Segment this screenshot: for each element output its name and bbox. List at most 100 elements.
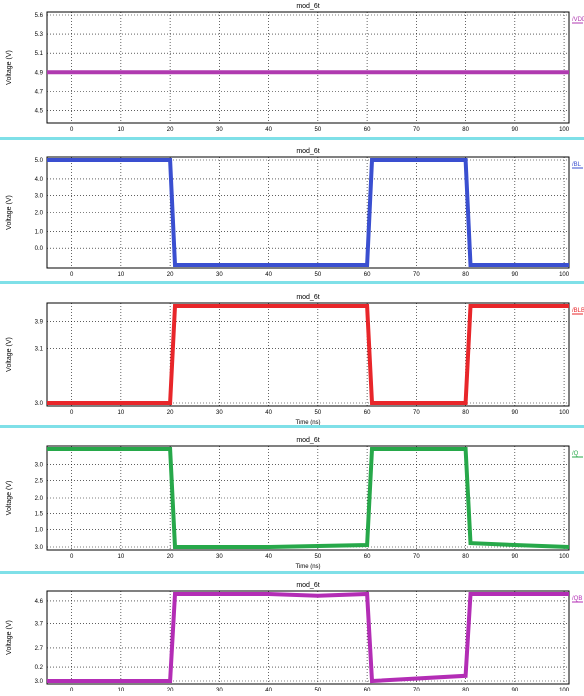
chart-title: mod_6t	[296, 3, 319, 10]
separator	[0, 137, 584, 140]
series-line	[47, 591, 569, 684]
x-tick-label: 70	[413, 272, 420, 278]
y-tick-label: 3.9	[35, 320, 44, 326]
y-tick-label: 2.7	[35, 646, 44, 652]
x-tick-label: 100	[559, 410, 570, 416]
x-tick-label: 50	[315, 127, 322, 133]
y-tick-label: 5.1	[35, 51, 44, 57]
chart-q: mod_6t 0 10 20 30 40 50 60 70 80 90 100 3.0 2.5 2.0 1.5…	[6, 437, 583, 570]
y-tick-label: 5.6	[35, 13, 44, 19]
y-tick-label: 2.5	[35, 478, 44, 484]
x-tick-label: 30	[216, 410, 223, 416]
chart-panel-vdd: mod_6t 0 10 20 30 40 50 60 70 80 90 100 5.6 5.3 5.1 4.9…	[0, 0, 584, 143]
y-tick-label: 4.6	[35, 599, 44, 605]
chart-panel-qb: mod_6t 0 10 20 30 40 50 60 70 80 90 100 4.6 3.7 2.7 0.2…	[0, 575, 584, 694]
x-tick-label: 80	[462, 272, 469, 278]
x-tick-label: 80	[462, 410, 469, 416]
plot-frame	[46, 445, 570, 551]
y-tick-label: 3.0	[35, 463, 44, 469]
x-tick-label: 30	[216, 272, 223, 278]
x-tick-label: 100	[559, 272, 570, 278]
x-tick-label: 50	[315, 554, 322, 560]
x-tick-label: 30	[216, 127, 223, 133]
chart-panel-bl: mod_6t 0 10 20 30 40 50 60 70 80 90 100 5.0 4.0 3.0 2.0…	[0, 141, 584, 288]
x-tick-label: 20	[167, 127, 174, 133]
x-tick-label: 10	[118, 272, 125, 278]
chart-title: mod_6t	[296, 148, 319, 155]
x-tick-label: 70	[413, 554, 420, 560]
y-tick-label: 5.0	[35, 158, 44, 164]
y-axis-label: Voltage (V)	[6, 50, 13, 85]
x-tick-label: 40	[265, 410, 272, 416]
y-tick-label: 3.0	[35, 679, 44, 685]
x-tick-label: 70	[413, 127, 420, 133]
y-axis-label: Voltage (V)	[6, 195, 13, 230]
y-tick-label: 4.5	[35, 108, 44, 114]
y-tick-label: 4.7	[35, 89, 44, 95]
x-axis-label: Time (ns)	[295, 564, 320, 570]
x-tick-label: 20	[167, 554, 174, 560]
y-tick-label: 3.1	[35, 347, 44, 353]
chart-vdd: mod_6t 0 10 20 30 40 50 60 70 80 90 100 5.6 5.3 5.1 4.9…	[6, 3, 584, 143]
chart-blb: mod_6t 0 10 20 30 40 50 60 70 80 90 100 3.9 3.1 3.0 Vol…	[6, 294, 584, 426]
y-tick-label: 1.0	[35, 527, 44, 533]
separator	[0, 571, 584, 574]
y-tick-label: 3.0	[35, 545, 44, 551]
legend-label: /QB	[572, 596, 582, 602]
x-tick-label: 50	[315, 410, 322, 416]
y-tick-label: 4.0	[35, 177, 44, 183]
x-tick-label: 0	[70, 554, 74, 560]
x-tick-label: 90	[511, 410, 518, 416]
chart-bl: mod_6t 0 10 20 30 40 50 60 70 80 90 100 5.0 4.0 3.0 2.0…	[6, 148, 583, 288]
chart-panel-blb: mod_6t 0 10 20 30 40 50 60 70 80 90 100 3.9 3.1 3.0 Vol…	[0, 285, 584, 426]
y-tick-label: 0.0	[35, 246, 44, 252]
x-tick-label: 10	[118, 410, 125, 416]
chart-qb: mod_6t0 10 20 30 40 50 60 70 80 90 1004.63.72.70.2…	[6, 582, 583, 694]
x-tick-label: 60	[364, 127, 371, 133]
y-axis-label: Voltage (V)	[6, 337, 13, 372]
x-tick-label: 40	[265, 554, 272, 560]
y-tick-label: 2.0	[35, 496, 44, 502]
x-tick-label: 10	[118, 554, 125, 560]
x-tick-label: 0	[70, 272, 74, 278]
y-axis-label: Voltage (V)	[6, 481, 13, 516]
chart-panel-q: mod_6t 0 10 20 30 40 50 60 70 80 90 100 3.0 2.5 2.0 1.5…	[0, 429, 584, 571]
chart-title: mod_6t	[296, 582, 319, 589]
x-tick-label: 0	[70, 410, 74, 416]
legend-label: /Q	[572, 451, 579, 457]
x-tick-label: 80	[462, 554, 469, 560]
x-tick-label: 90	[511, 127, 518, 133]
y-tick-label: 5.3	[35, 32, 44, 38]
plot-frame	[46, 156, 570, 269]
series-line	[47, 304, 569, 405]
legend-label: /VDD	[572, 17, 584, 23]
legend-label: /BLB	[572, 308, 584, 314]
x-tick-label: 40	[265, 272, 272, 278]
y-tick-label: 3.0	[35, 194, 44, 200]
separator	[0, 281, 584, 284]
x-tick-label: 60	[364, 554, 371, 560]
x-tick-label: 100	[559, 127, 570, 133]
x-tick-label: 30	[216, 554, 223, 560]
series-line	[47, 158, 569, 267]
x-tick-label: 90	[511, 554, 518, 560]
y-tick-label: 1.5	[35, 512, 44, 518]
chart-title: mod_6t	[296, 437, 319, 444]
x-tick-label: 100	[559, 554, 570, 560]
y-tick-label: 1.0	[35, 229, 44, 235]
plot-frame	[46, 11, 570, 124]
plot-frame	[46, 302, 570, 407]
y-tick-label: 0.2	[35, 665, 44, 671]
x-tick-label: 20	[167, 272, 174, 278]
x-tick-label: 90	[511, 272, 518, 278]
x-tick-label: 20	[167, 410, 174, 416]
chart-title: mod_6t	[296, 294, 319, 301]
y-axis-label: Voltage (V)	[6, 620, 13, 655]
x-tick-label: 40	[265, 127, 272, 133]
series-line	[47, 447, 570, 549]
y-tick-label: 2.0	[35, 211, 44, 217]
y-tick-label: 3.7	[35, 622, 44, 628]
x-axis-label: Time (ns)	[295, 420, 320, 425]
separator	[0, 425, 584, 428]
